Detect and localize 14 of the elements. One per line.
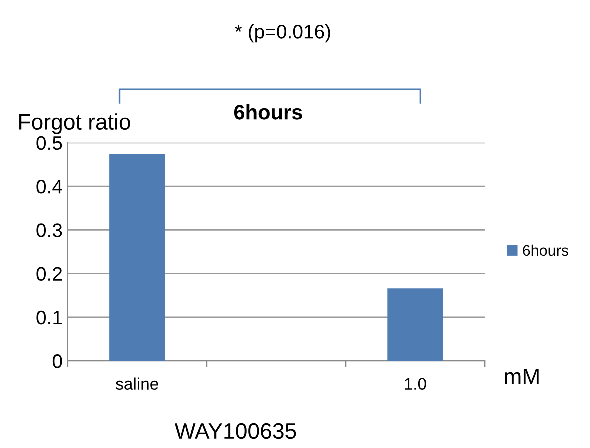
x-axis-title: WAY100635 — [174, 423, 296, 440]
text: 6hours — [234, 104, 302, 120]
text: mM — [505, 369, 539, 384]
y-tick-label: 0.3 — [36, 224, 62, 238]
y-tick-label: 0 — [52, 354, 62, 368]
y-tick-label: 0.4 — [36, 180, 62, 194]
y-tick-label: 0.1 — [36, 310, 62, 325]
x-tick-label: saline — [116, 378, 158, 390]
legend-label: 6hours — [523, 244, 569, 256]
x-tick-label: 1.0 — [405, 378, 426, 390]
y-tick-label: 0.2 — [36, 267, 62, 282]
y-axis-title: Forgot ratio — [20, 114, 130, 134]
y-tick-label: 0.5 — [36, 136, 62, 150]
text: * (p=0.016) — [235, 24, 330, 43]
